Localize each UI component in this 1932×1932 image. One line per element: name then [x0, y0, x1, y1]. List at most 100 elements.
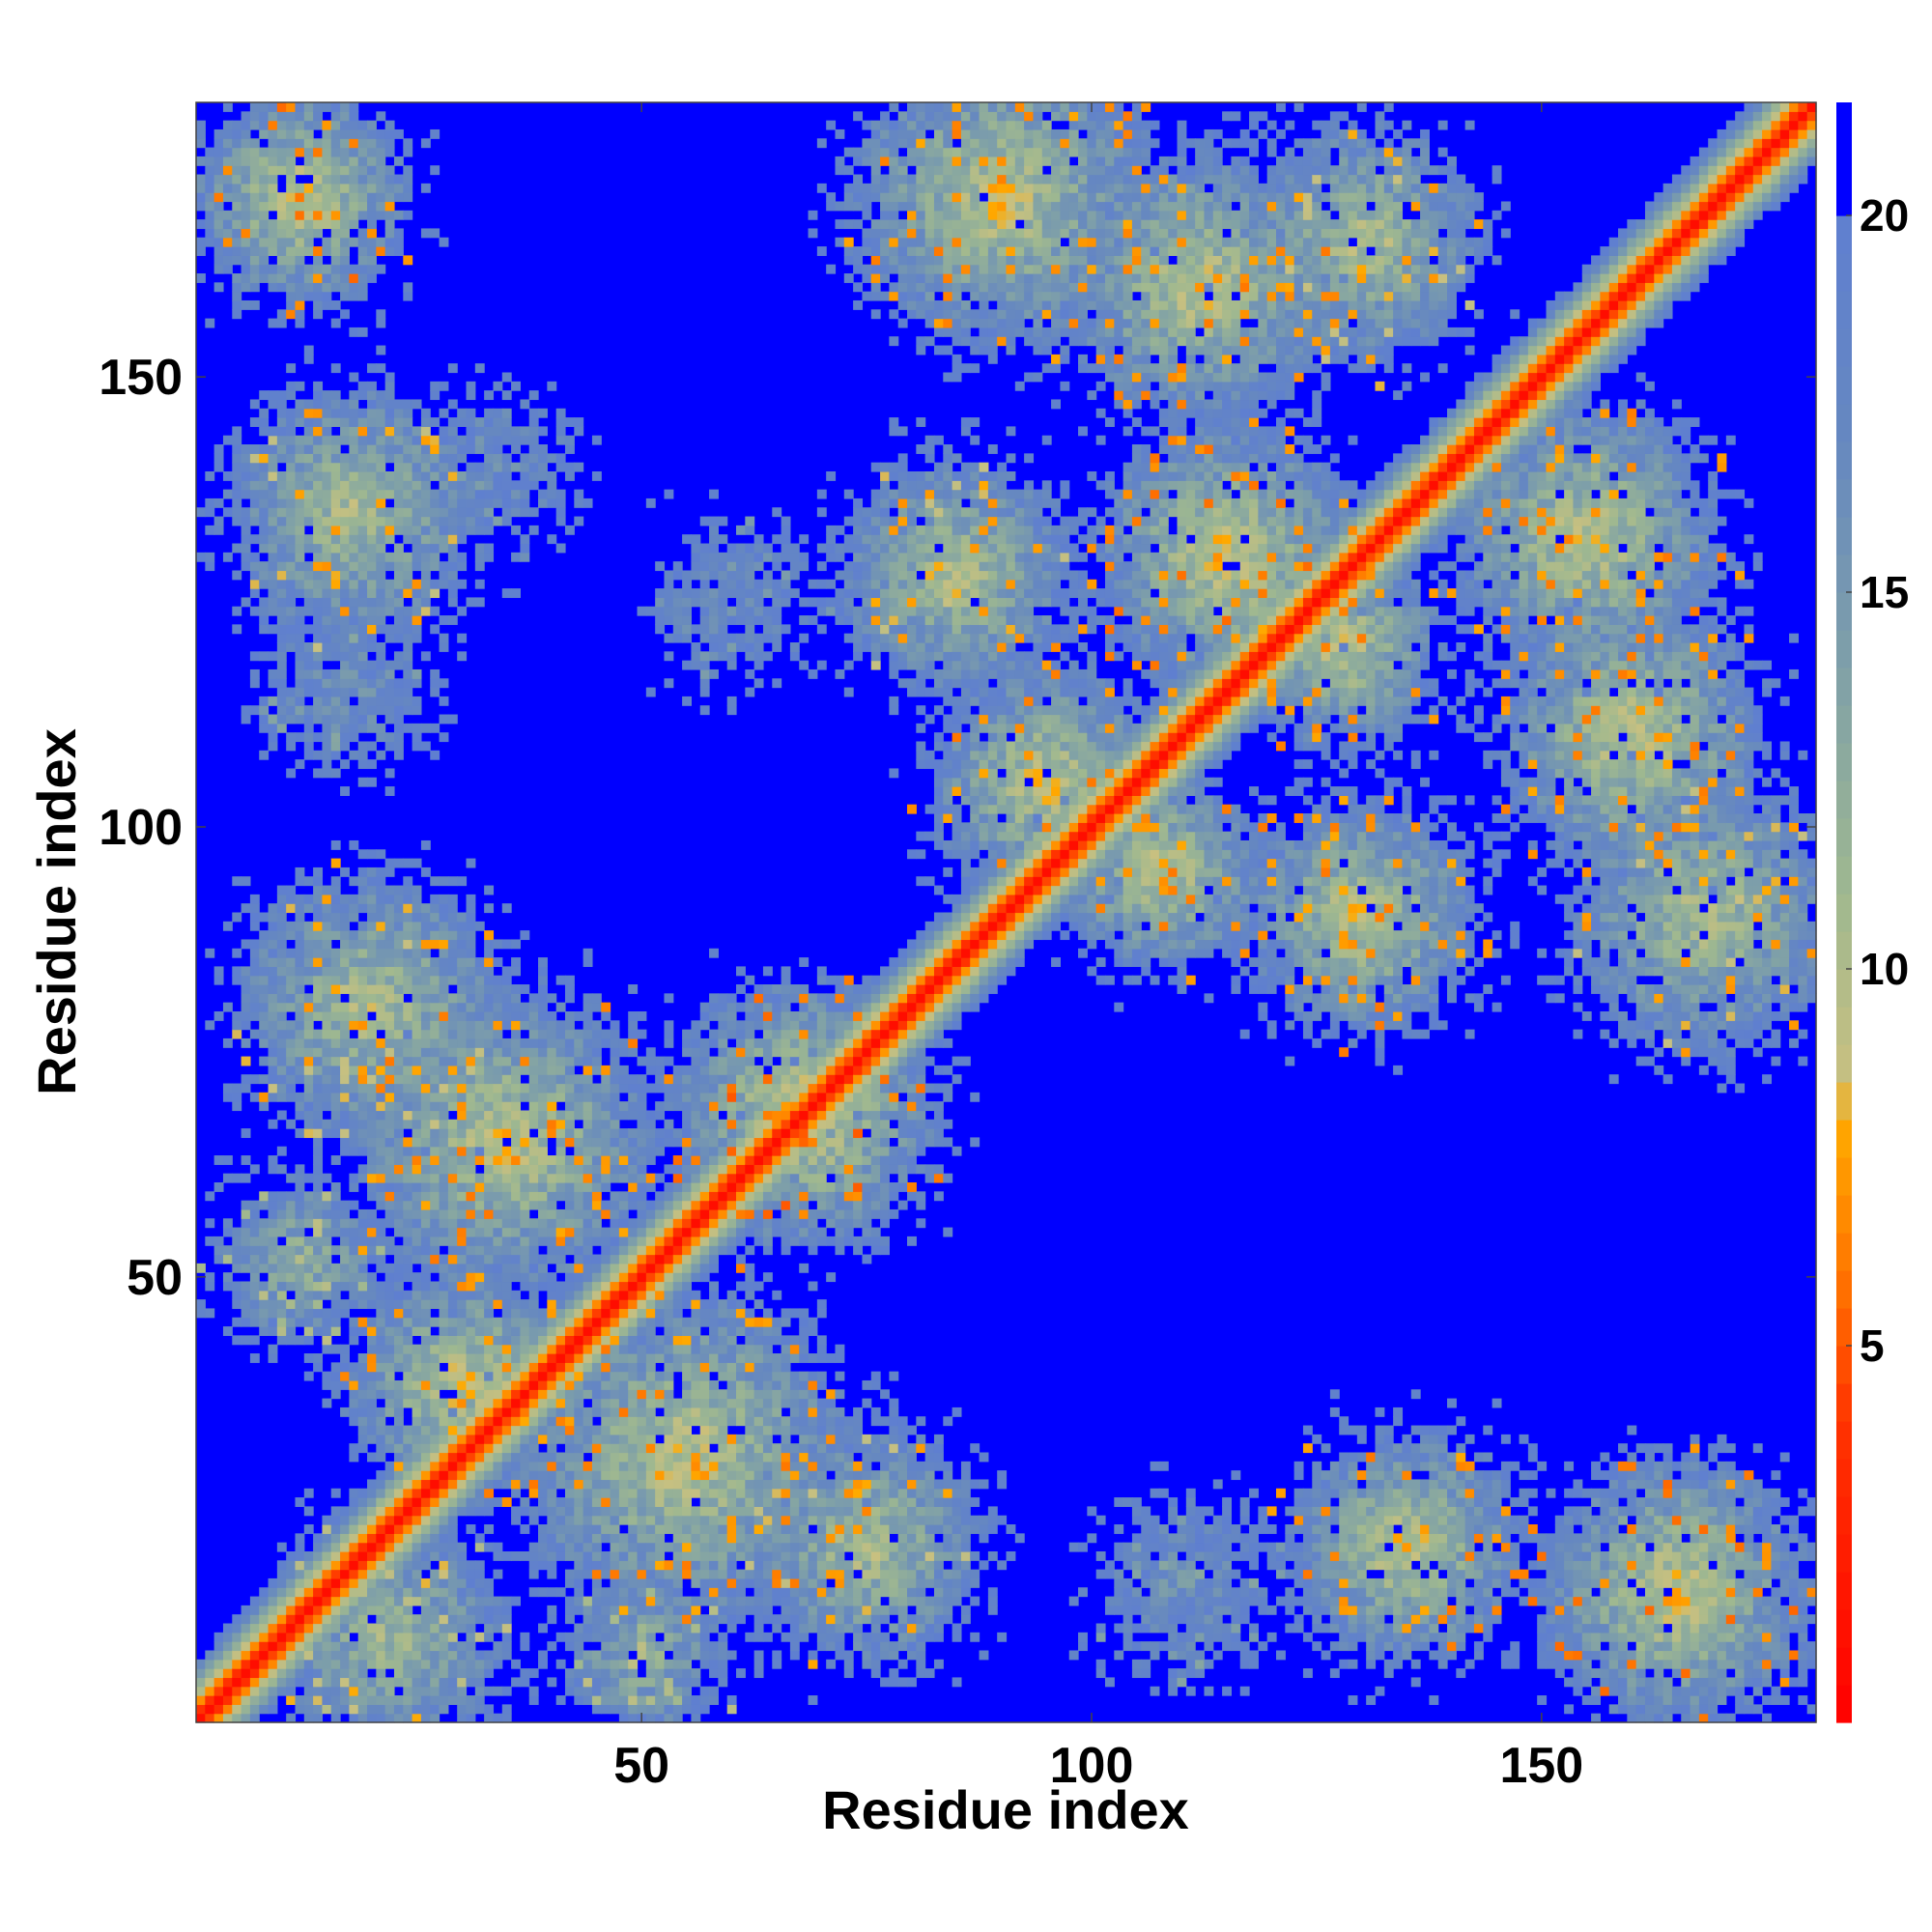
heatmap-cell — [241, 219, 251, 230]
heatmap-cell — [322, 1379, 332, 1390]
heatmap-cell — [610, 1560, 620, 1571]
heatmap-cell — [637, 1398, 647, 1408]
heatmap-cell — [555, 1002, 566, 1012]
heatmap-cell — [466, 1577, 476, 1588]
heatmap-cell — [439, 1208, 449, 1219]
heatmap-cell — [276, 561, 287, 572]
heatmap-cell — [330, 741, 341, 752]
heatmap-cell — [484, 1308, 495, 1319]
heatmap-cell — [601, 1488, 611, 1498]
heatmap-cell — [538, 1128, 548, 1139]
heatmap-cell — [313, 633, 324, 643]
heatmap-cell — [286, 156, 297, 166]
heatmap-cell — [484, 1371, 495, 1381]
heatmap-cell — [447, 561, 458, 572]
heatmap-cell — [457, 1560, 468, 1571]
heatmap-cell — [420, 1452, 431, 1463]
heatmap-cell — [564, 1443, 575, 1454]
heatmap-cell — [618, 1668, 629, 1679]
heatmap-cell — [564, 417, 575, 427]
heatmap-cell — [484, 497, 495, 508]
heatmap-cell — [367, 1479, 377, 1490]
heatmap-cell — [466, 1272, 476, 1283]
heatmap-cell — [610, 1443, 620, 1454]
heatmap-cell — [447, 497, 458, 508]
heatmap-cell — [276, 1110, 287, 1121]
heatmap-cell — [357, 606, 368, 616]
heatmap-cell — [340, 975, 350, 985]
heatmap-cell — [241, 1263, 251, 1273]
heatmap-cell — [447, 1299, 458, 1310]
heatmap-cell — [618, 1650, 629, 1661]
heatmap-cell — [547, 1218, 557, 1229]
heatmap-cell — [591, 1344, 602, 1354]
heatmap-cell — [303, 534, 314, 545]
heatmap-cell — [322, 1191, 332, 1202]
heatmap-cell — [457, 1452, 468, 1463]
heatmap-cell — [484, 516, 495, 526]
heatmap-cell — [457, 1614, 468, 1625]
heatmap-cell — [457, 1326, 468, 1336]
heatmap-cell — [340, 903, 350, 914]
heatmap-cell — [303, 489, 314, 499]
heatmap-cell — [313, 714, 324, 724]
heatmap-cell — [403, 606, 413, 616]
heatmap-cell — [349, 120, 359, 130]
heatmap-cell — [457, 1182, 468, 1192]
heatmap-cell — [447, 470, 458, 481]
heatmap-cell — [286, 381, 297, 391]
heatmap-cell — [457, 1020, 468, 1031]
heatmap-cell — [601, 1569, 611, 1579]
heatmap-cell — [628, 1524, 639, 1534]
heatmap-cell — [582, 1092, 593, 1102]
heatmap-cell — [376, 668, 386, 679]
heatmap-cell — [474, 1200, 485, 1210]
heatmap-cell — [384, 786, 395, 796]
heatmap-cell — [447, 516, 458, 526]
heatmap-cell — [330, 1614, 341, 1625]
heatmap-cell — [484, 470, 495, 481]
heatmap-cell — [340, 201, 350, 212]
heatmap-cell — [349, 480, 359, 491]
heatmap-cell — [376, 1533, 386, 1544]
heatmap-cell — [286, 1577, 297, 1588]
heatmap-cell — [538, 1092, 548, 1102]
heatmap-cell — [393, 732, 404, 743]
heatmap-cell — [412, 1020, 422, 1031]
heatmap-cell — [330, 201, 341, 212]
heatmap-cell — [376, 696, 386, 706]
heatmap-cell — [403, 1623, 413, 1634]
heatmap-cell — [340, 1659, 350, 1669]
heatmap-cell — [367, 741, 377, 752]
heatmap-cell — [249, 948, 260, 958]
heatmap-cell — [610, 1686, 620, 1696]
heatmap-cell — [241, 489, 251, 499]
heatmap-cell — [501, 507, 512, 518]
heatmap-cell — [286, 1272, 297, 1283]
heatmap-cell — [196, 1308, 206, 1319]
heatmap-cell — [222, 1083, 233, 1094]
heatmap-cell — [466, 1208, 476, 1219]
heatmap-cell — [582, 1461, 593, 1471]
heatmap-cell — [412, 1668, 422, 1679]
heatmap-cell — [376, 444, 386, 454]
heatmap-cell — [655, 1623, 666, 1634]
heatmap-cell — [420, 1550, 431, 1561]
heatmap-cell — [412, 1092, 422, 1102]
heatmap-cell — [196, 120, 206, 130]
heatmap-cell — [484, 885, 495, 895]
heatmap-cell — [511, 1056, 521, 1066]
heatmap-cell — [303, 750, 314, 760]
heatmap-cell — [403, 1704, 413, 1715]
heatmap-cell — [555, 435, 566, 445]
heatmap-cell — [601, 1074, 611, 1085]
heatmap-cell — [249, 921, 260, 931]
heatmap-cell — [384, 1182, 395, 1192]
heatmap-cell — [349, 894, 359, 904]
heatmap-cell — [555, 975, 566, 985]
heatmap-cell — [303, 128, 314, 139]
heatmap-cell — [303, 1200, 314, 1210]
heatmap-cell — [340, 732, 350, 743]
heatmap-cell — [439, 1137, 449, 1148]
heatmap-cell — [645, 1236, 656, 1246]
